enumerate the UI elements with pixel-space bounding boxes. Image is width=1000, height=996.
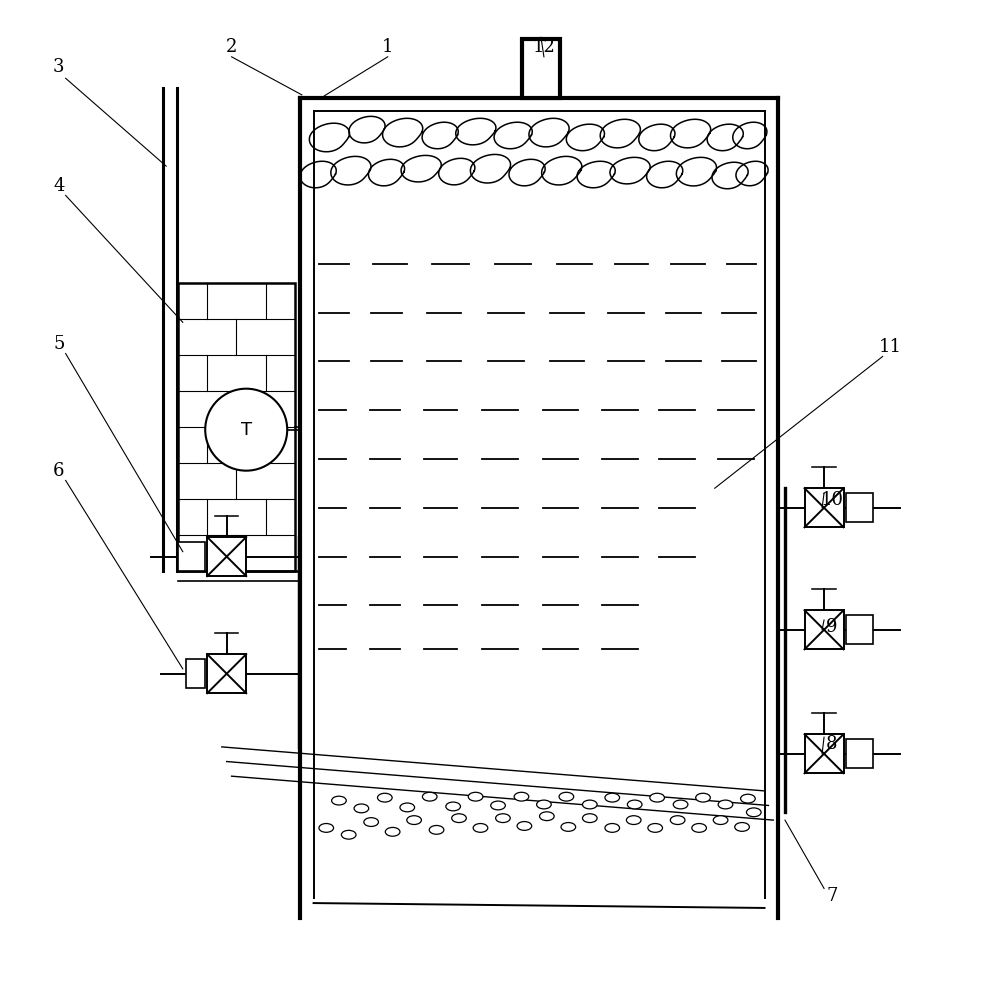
Ellipse shape xyxy=(429,826,444,835)
Text: 1: 1 xyxy=(382,38,394,56)
Text: 11: 11 xyxy=(879,338,902,356)
Text: 8: 8 xyxy=(826,735,838,753)
Ellipse shape xyxy=(650,793,664,802)
Ellipse shape xyxy=(378,793,392,802)
Text: 9: 9 xyxy=(826,618,838,635)
Ellipse shape xyxy=(673,800,688,809)
Ellipse shape xyxy=(364,818,378,827)
Ellipse shape xyxy=(559,792,574,801)
Text: 7: 7 xyxy=(826,887,838,905)
Ellipse shape xyxy=(605,824,620,833)
Ellipse shape xyxy=(452,814,466,823)
Ellipse shape xyxy=(713,816,728,825)
Bar xyxy=(522,39,560,98)
Ellipse shape xyxy=(319,824,334,833)
Ellipse shape xyxy=(496,814,510,823)
Text: 10: 10 xyxy=(820,491,843,509)
Bar xyxy=(207,654,246,693)
Ellipse shape xyxy=(354,804,369,813)
Bar xyxy=(846,616,873,644)
Ellipse shape xyxy=(561,823,576,832)
Ellipse shape xyxy=(718,800,733,809)
Ellipse shape xyxy=(746,808,761,817)
Ellipse shape xyxy=(473,824,488,833)
Text: 4: 4 xyxy=(53,176,64,194)
Ellipse shape xyxy=(341,831,356,840)
Bar xyxy=(805,488,844,527)
Text: 6: 6 xyxy=(53,462,65,480)
Ellipse shape xyxy=(582,800,597,809)
Ellipse shape xyxy=(605,793,620,802)
Ellipse shape xyxy=(627,800,642,809)
Bar xyxy=(846,493,873,522)
Text: T: T xyxy=(241,420,252,438)
Ellipse shape xyxy=(332,796,346,805)
Ellipse shape xyxy=(735,823,749,832)
Bar xyxy=(207,537,246,576)
Text: 3: 3 xyxy=(53,58,65,76)
Ellipse shape xyxy=(692,824,706,833)
Ellipse shape xyxy=(648,824,663,833)
Ellipse shape xyxy=(407,816,421,825)
Ellipse shape xyxy=(468,792,483,801)
Ellipse shape xyxy=(582,814,597,823)
Ellipse shape xyxy=(491,801,505,810)
Circle shape xyxy=(205,388,287,471)
Bar xyxy=(805,734,844,773)
Ellipse shape xyxy=(446,802,460,811)
Text: 5: 5 xyxy=(53,335,64,353)
Bar xyxy=(805,611,844,649)
Ellipse shape xyxy=(422,792,437,801)
Ellipse shape xyxy=(385,828,400,837)
Text: 2: 2 xyxy=(226,38,237,56)
Bar xyxy=(178,283,295,572)
Ellipse shape xyxy=(741,794,755,803)
Ellipse shape xyxy=(517,822,532,831)
Bar xyxy=(186,659,205,688)
Ellipse shape xyxy=(696,793,710,802)
Bar xyxy=(846,739,873,768)
Text: 12: 12 xyxy=(532,38,555,56)
Ellipse shape xyxy=(537,800,551,809)
Ellipse shape xyxy=(400,803,415,812)
Ellipse shape xyxy=(540,812,554,821)
Bar xyxy=(178,542,205,572)
Ellipse shape xyxy=(514,792,529,801)
Ellipse shape xyxy=(670,816,685,825)
Ellipse shape xyxy=(626,816,641,825)
